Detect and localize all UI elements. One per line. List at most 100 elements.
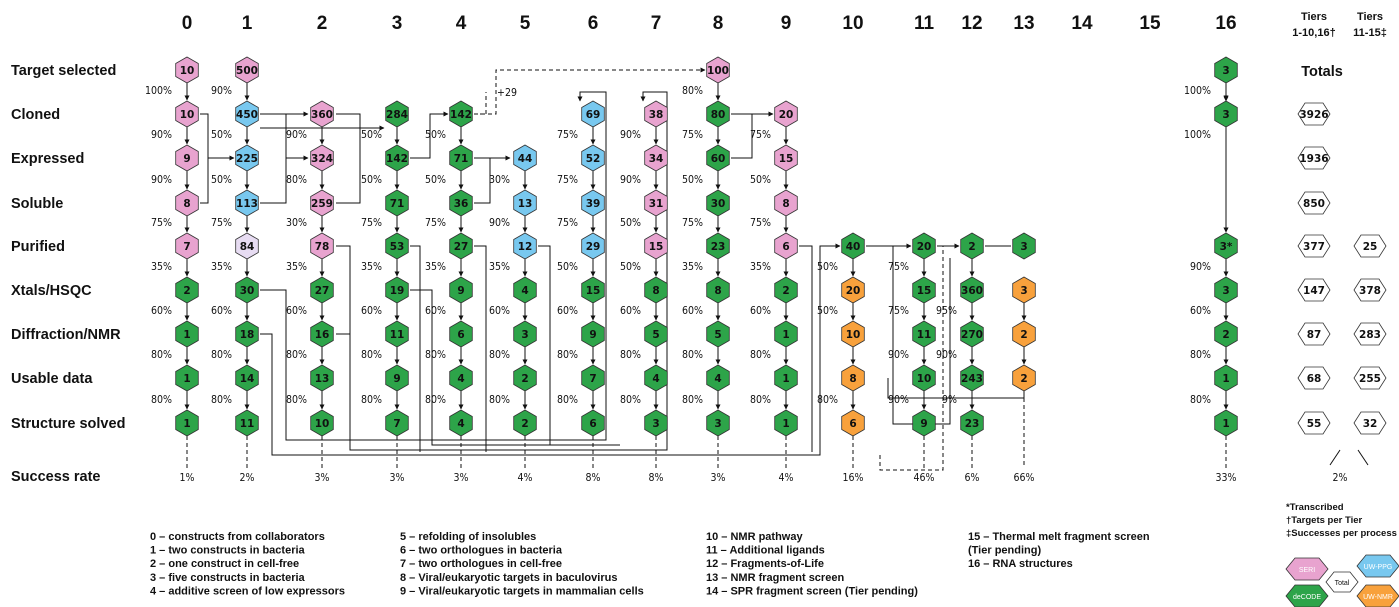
node-value: 259 (311, 198, 333, 210)
node-value: 450 (236, 109, 258, 121)
footnote: †Targets per Tier (1286, 515, 1363, 526)
total-value: 1936 (1299, 153, 1328, 165)
row-label: Diffraction/NMR (11, 327, 121, 343)
step-percentage: 30% (489, 174, 510, 186)
pipeline-node: 6 (774, 232, 798, 260)
pipeline-node: 18 (235, 320, 259, 348)
step-percentage: 35% (750, 261, 771, 273)
key-seri-label: SERI (1299, 567, 1315, 574)
success-rate-value: 46% (914, 472, 935, 484)
step-percentage: 75% (557, 129, 578, 141)
step-percentage: 80% (817, 394, 838, 406)
hexagon-shape (1297, 278, 1331, 302)
pipeline-node: 3 (706, 409, 730, 437)
color-key: SERI UW-PPG deCODE UW-NMR Total (1285, 554, 1399, 607)
hexagon-shape (1012, 276, 1036, 304)
step-percentage: 80% (151, 349, 172, 361)
pipeline-node: 15 (912, 276, 936, 304)
pipeline-node: 3 (1012, 276, 1036, 304)
step-percentage: 80% (750, 349, 771, 361)
node-value: 10 (180, 65, 195, 77)
node-value: 11 (390, 329, 405, 341)
legend-item: 16 – RNA structures (968, 558, 1073, 570)
hexagon-shape (1353, 322, 1387, 346)
node-value: 3 (1222, 109, 1229, 121)
step-percentage: 90% (286, 129, 307, 141)
node-value: 40 (846, 241, 861, 253)
column-header-5: 5 (520, 13, 531, 34)
hexagon-shape (175, 232, 199, 260)
legend-item: 6 – two orthologues in bacteria (400, 545, 563, 557)
pipeline-node: 2 (1012, 364, 1036, 392)
node-value: 3 (1020, 241, 1027, 253)
pipeline-node: 23 (960, 409, 984, 437)
hexagon-shape (1297, 146, 1331, 170)
connector-line (410, 111, 449, 159)
pipeline-node: 80 (706, 100, 730, 128)
total-value: 55 (1307, 418, 1322, 430)
hexagon-shape (310, 144, 334, 172)
pipeline-node: 9 (449, 276, 473, 304)
hexagon-shape (644, 189, 668, 217)
hexagon-shape (385, 409, 409, 437)
pipeline-node: 2 (1012, 320, 1036, 348)
pipeline-node: 1 (1214, 409, 1238, 437)
node-value: 1 (782, 329, 789, 341)
node-value: 15 (586, 285, 601, 297)
hexagon-shape (385, 276, 409, 304)
pipeline-node: 2 (513, 409, 537, 437)
tier-header: Tiers (1357, 11, 1383, 23)
key-total-label: Total (1335, 580, 1350, 587)
total-value: 377 (1303, 241, 1325, 253)
node-value: 29 (586, 241, 601, 253)
step-percentage: 60% (489, 305, 510, 317)
step-percentage: 80% (361, 349, 382, 361)
node-value: 9 (183, 153, 190, 165)
step-percentage: 35% (489, 261, 510, 273)
row-label: Target selected (11, 63, 116, 79)
total-value: 25 (1363, 241, 1378, 253)
step-percentage: 80% (286, 394, 307, 406)
pipeline-node: 3 (513, 320, 537, 348)
pipeline-node: 7 (175, 232, 199, 260)
hexagon-shape (581, 232, 605, 260)
hexagon-shape (235, 189, 259, 217)
pipeline-node: 15 (774, 144, 798, 172)
node-value: 10 (846, 329, 861, 341)
step-percentage: 90% (888, 349, 909, 361)
node-value: 1 (782, 373, 789, 385)
node-value: 142 (386, 153, 408, 165)
node-value: 34 (649, 153, 664, 165)
step-percentage: 80% (620, 349, 641, 361)
row-label: Structure solved (11, 416, 125, 432)
success-rate-value: 4% (518, 472, 533, 484)
hexagon-shape (235, 409, 259, 437)
hexagon-shape (1297, 322, 1331, 346)
step-percentage: 90% (620, 174, 641, 186)
step-percentage: 80% (489, 349, 510, 361)
step-percentage: 35% (425, 261, 446, 273)
pipeline-node: 4 (706, 364, 730, 392)
total-node: 255 (1353, 366, 1387, 390)
hexagon-shape (310, 276, 334, 304)
connector-line (200, 113, 209, 204)
step-percentage: 75% (425, 217, 446, 229)
hexagon-shape (1297, 102, 1331, 126)
node-value: 3 (1222, 285, 1229, 297)
total-value: 255 (1359, 373, 1381, 385)
step-percentage: 60% (151, 305, 172, 317)
node-value: 1 (1222, 418, 1229, 430)
node-value: 23 (711, 241, 726, 253)
total-node: 378 (1353, 278, 1387, 302)
hexagon-shape (774, 144, 798, 172)
pipeline-node: 10 (175, 56, 199, 84)
node-value: 5 (652, 329, 659, 341)
node-value: 7 (183, 241, 190, 253)
row-label: Xtals/HSQC (11, 283, 92, 299)
pipeline-node: 4 (449, 409, 473, 437)
hexagon-shape (1214, 409, 1238, 437)
pipeline-node: 20 (912, 232, 936, 260)
total-value: 68 (1307, 373, 1322, 385)
step-percentage: 90% (936, 349, 957, 361)
hexagon-shape (706, 364, 730, 392)
